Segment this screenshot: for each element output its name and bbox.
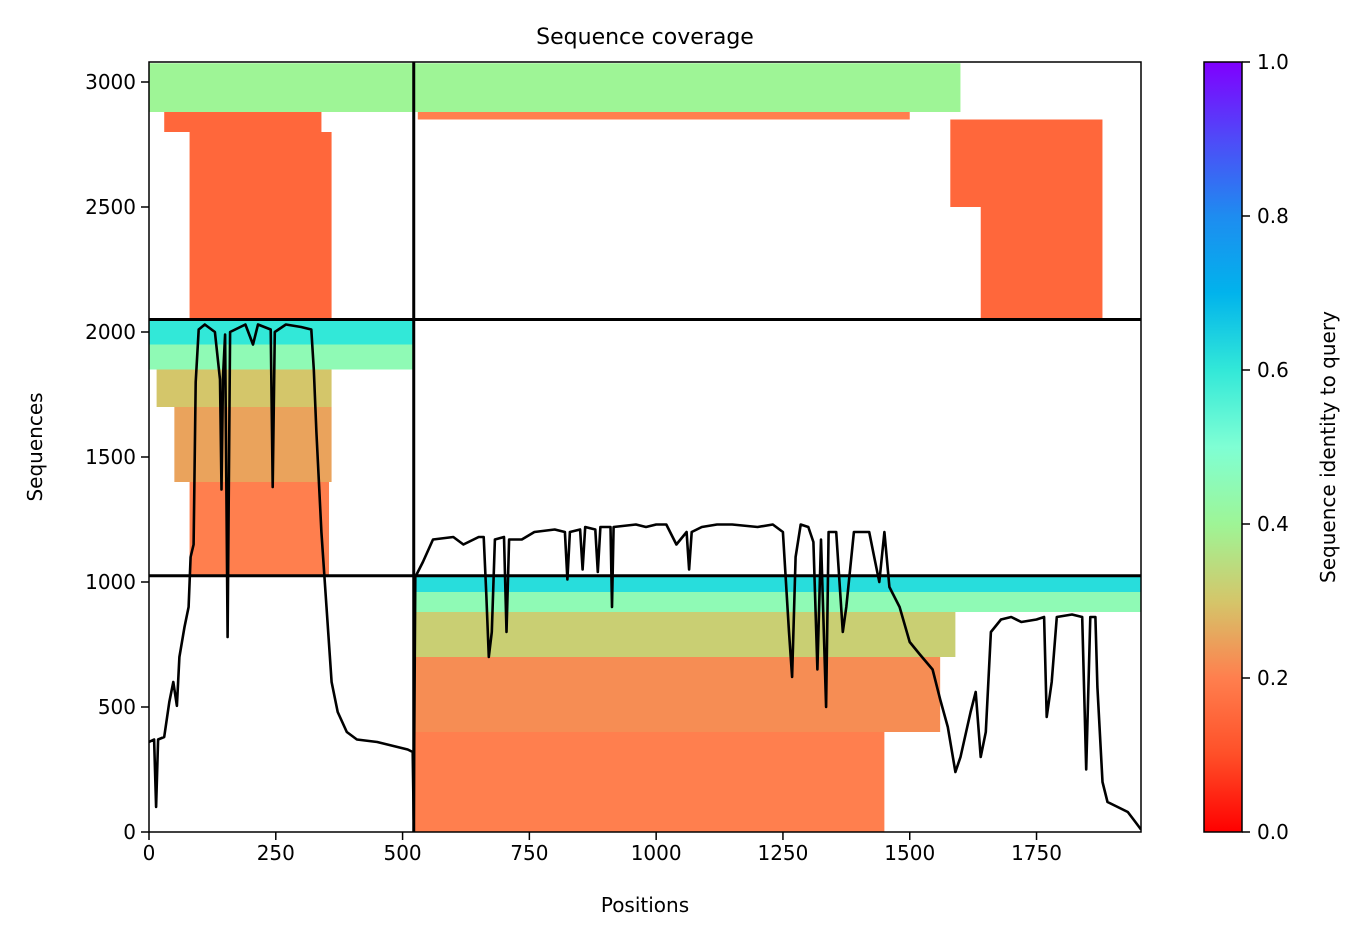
x-tick-label: 1500 (884, 841, 935, 865)
y-tick-label: 3000 (85, 70, 136, 94)
coverage-block (413, 575, 1141, 592)
y-axis-label: Sequences (23, 392, 47, 501)
y-tick-label: 2500 (85, 195, 136, 219)
coverage-block (413, 732, 885, 832)
plot-area (148, 61, 1142, 833)
colorbar-tick-label: 0.2 (1257, 666, 1289, 690)
coverage-block (980, 207, 1103, 320)
colorbar-tick-label: 1.0 (1257, 50, 1289, 74)
plot-frame (148, 61, 1142, 833)
colorbar-tick-label: 0.6 (1257, 358, 1289, 382)
x-axis-label: Positions (601, 893, 689, 917)
coverage-block (149, 344, 414, 370)
y-axis: 0 500 1000 1500 2000 2500 3000 (85, 70, 149, 844)
coverage-block (413, 657, 941, 732)
y-tick-label: 1500 (85, 445, 136, 469)
colorbar-label: Sequence identity to query (1316, 311, 1340, 583)
coverage-block (149, 63, 414, 112)
colorbar-gradient (1203, 61, 1243, 833)
y-tick-label: 500 (98, 695, 136, 719)
x-tick-label: 1750 (1011, 841, 1062, 865)
x-tick-label: 1250 (757, 841, 808, 865)
coverage-block (189, 482, 330, 575)
x-tick-label: 500 (383, 841, 421, 865)
coverage-block (156, 369, 332, 407)
colorbar-ticks: 0.0 0.2 0.4 0.6 0.8 1.0 (1242, 50, 1289, 844)
colorbar-tick-label: 0.0 (1257, 820, 1289, 844)
x-tick-label: 250 (257, 841, 295, 865)
x-tick-label: 0 (143, 841, 156, 865)
coverage-block (164, 112, 322, 132)
chart-title: Sequence coverage (536, 25, 754, 50)
y-tick-label: 0 (123, 820, 136, 844)
coverage-block (413, 63, 961, 112)
coverage-heatmap (149, 63, 1141, 832)
x-tick-label: 1000 (631, 841, 682, 865)
x-tick-label: 750 (510, 841, 548, 865)
coverage-line (149, 323, 1141, 831)
coverage-block (413, 612, 956, 657)
coverage-block (413, 592, 1141, 612)
colorbar: 0.0 0.2 0.4 0.6 0.8 1.0 Sequence identity to … (1203, 50, 1340, 844)
y-tick-label: 1000 (85, 570, 136, 594)
coverage-block (189, 132, 332, 320)
colorbar-tick-label: 0.8 (1257, 204, 1289, 228)
colorbar-tick-label: 0.4 (1257, 512, 1289, 536)
coverage-block (174, 407, 332, 482)
coverage-block (149, 319, 414, 345)
coverage-block (950, 119, 1103, 207)
coverage-block (417, 112, 910, 120)
x-axis: 0 250 500 750 1000 1250 1500 1750 (143, 832, 1062, 865)
y-tick-label: 2000 (85, 320, 136, 344)
